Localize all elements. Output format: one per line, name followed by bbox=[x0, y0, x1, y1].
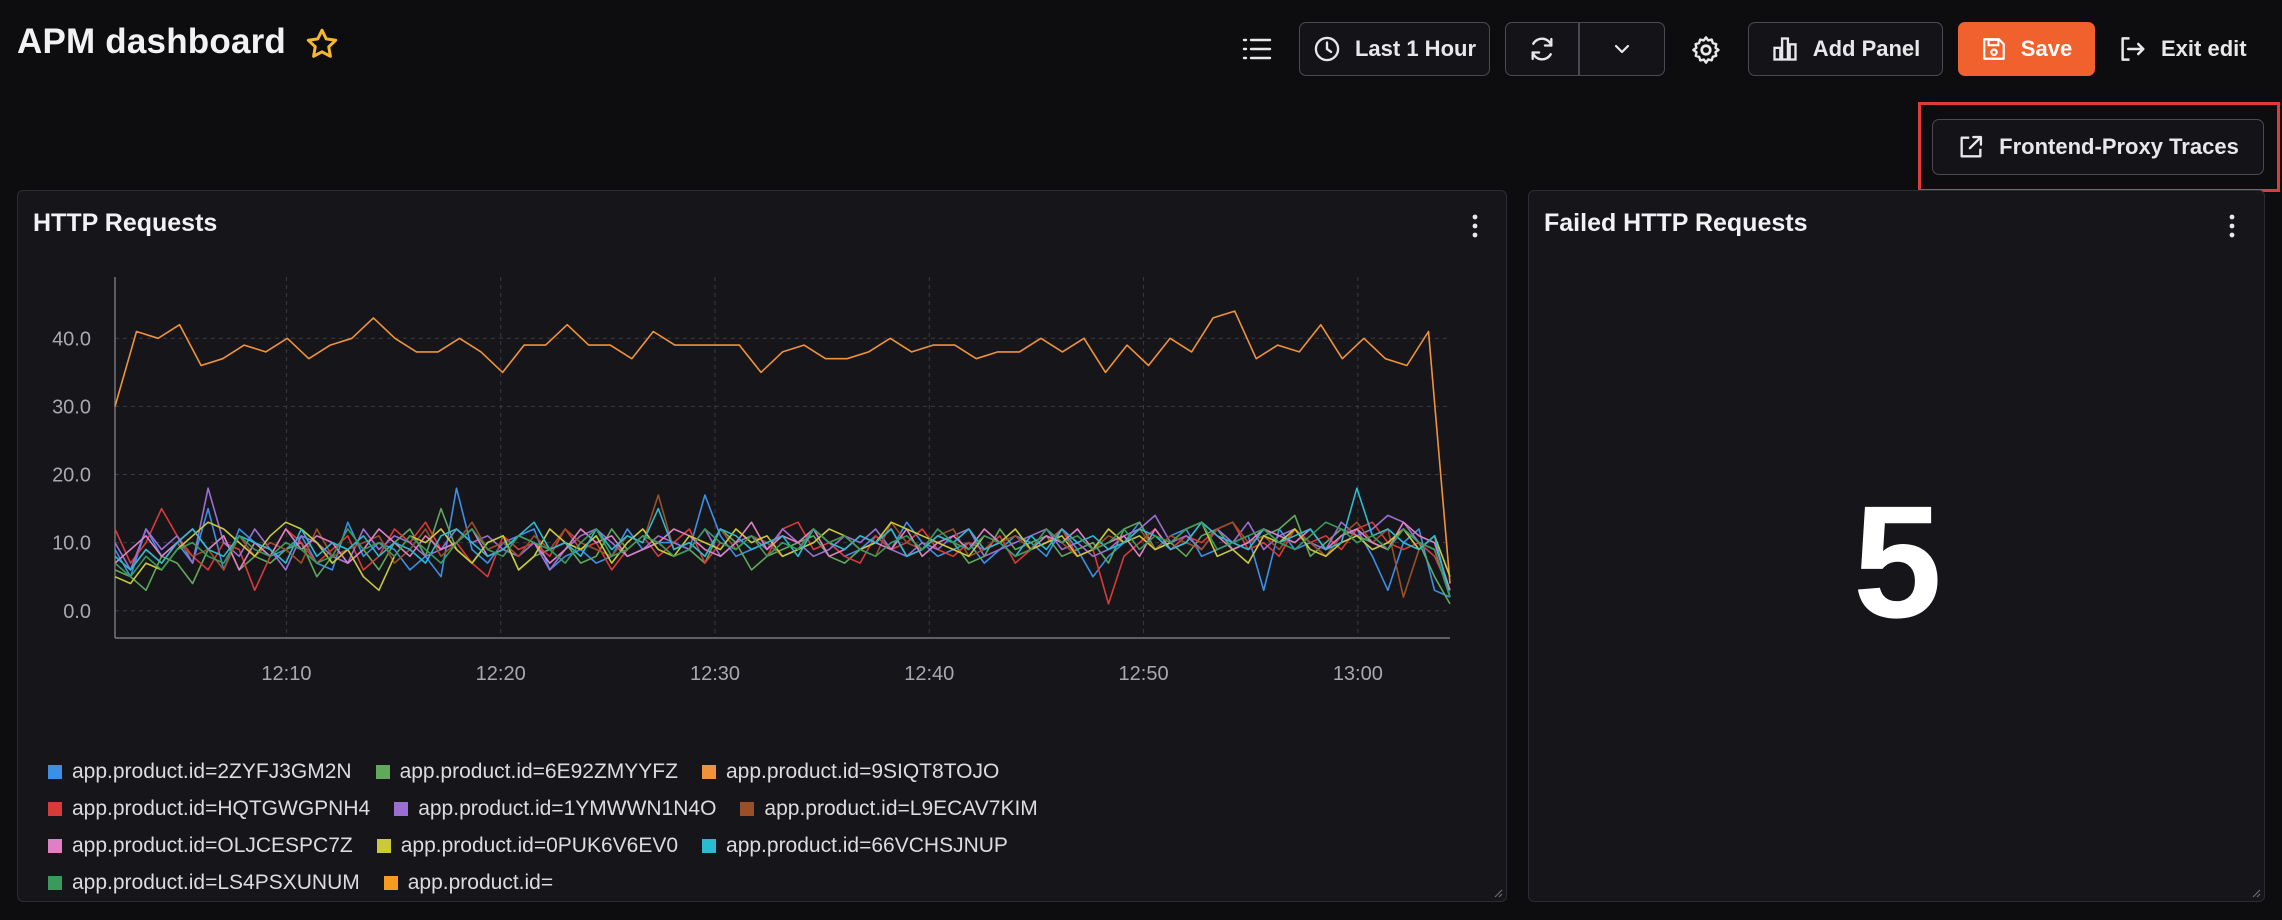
resize-handle-icon[interactable] bbox=[1493, 888, 1503, 898]
exit-edit-button[interactable]: Exit edit bbox=[2117, 22, 2247, 76]
x-tick-label: 12:40 bbox=[904, 663, 954, 685]
legend-item[interactable]: app.product.id=0PUK6V6EV0 bbox=[376, 833, 679, 858]
x-tick-label: 12:50 bbox=[1119, 663, 1169, 685]
legend-swatch bbox=[48, 875, 62, 890]
legend-item[interactable]: app.product.id=2ZYFJ3GM2N bbox=[48, 759, 352, 784]
series-line-7 bbox=[114, 521, 1451, 592]
x-tick-label: 13:00 bbox=[1333, 663, 1383, 685]
save-button[interactable]: Save bbox=[1958, 22, 2095, 76]
gear-icon[interactable] bbox=[1690, 34, 1722, 66]
legend-swatch bbox=[375, 764, 390, 779]
divider bbox=[1578, 23, 1580, 75]
legend-item[interactable]: app.product.id=1YMWWN1N4O bbox=[394, 796, 716, 821]
save-icon bbox=[1982, 38, 2005, 60]
legend-label: app.product.id=1YMWWN1N4O bbox=[418, 796, 717, 820]
http-requests-chart: 0.0 10.0 20.0 30.0 40.0 12:10 12:20 12:30 12:40 1… bbox=[52, 277, 1451, 685]
refresh-control bbox=[1505, 22, 1665, 76]
panel-title: HTTP Requests bbox=[33, 209, 218, 237]
legend-item[interactable]: app.product.id=LS4PSXUNUM bbox=[48, 870, 360, 895]
legend-swatch bbox=[701, 764, 716, 779]
save-label: Save bbox=[2020, 36, 2073, 61]
chevron-down-icon bbox=[1614, 44, 1629, 54]
refresh-button[interactable] bbox=[1506, 23, 1578, 75]
legend-item[interactable]: app.product.id=HQTGWGPNH4 bbox=[48, 796, 370, 821]
legend-label: app.product.id=OLJCESPC7Z bbox=[72, 833, 353, 857]
external-link-icon bbox=[1960, 135, 1983, 158]
resize-handle-icon[interactable] bbox=[2251, 888, 2261, 898]
legend-swatch bbox=[48, 801, 62, 816]
legend-label: app.product.id=HQTGWGPNH4 bbox=[72, 796, 371, 820]
legend-item[interactable]: app.product.id=66VCHSJNUP bbox=[702, 833, 1008, 858]
legend-label: app.product.id=L9ECAV7KIM bbox=[764, 796, 1038, 820]
series-line-5 bbox=[114, 494, 1451, 598]
add-panel-label: Add Panel bbox=[1812, 36, 1921, 61]
legend-label: app.product.id=LS4PSXUNUM bbox=[72, 870, 360, 894]
x-tick-label: 12:20 bbox=[476, 663, 526, 685]
series-line-2 bbox=[114, 310, 1451, 584]
series-line-8 bbox=[114, 487, 1451, 598]
page-title: APM dashboard bbox=[17, 22, 287, 61]
more-options-icon[interactable] bbox=[1469, 211, 1481, 241]
legend-label: app.product.id= bbox=[407, 870, 554, 894]
legend-swatch bbox=[740, 801, 755, 816]
legend-label: app.product.id=0PUK6V6EV0 bbox=[400, 833, 679, 857]
y-tick-label: 0.0 bbox=[63, 601, 91, 623]
dashboard-header: APM dashboard Last 1 Hour bbox=[0, 0, 2282, 90]
more-options-icon[interactable] bbox=[2226, 211, 2238, 241]
legend-label: app.product.id=66VCHSJNUP bbox=[726, 833, 1008, 857]
time-range-label: Last 1 Hour bbox=[1354, 36, 1477, 61]
legend-item[interactable]: app.product.id= bbox=[383, 870, 554, 895]
add-panel-button[interactable]: Add Panel bbox=[1748, 22, 1943, 76]
clock-icon bbox=[1314, 36, 1340, 62]
y-tick-label: 40.0 bbox=[52, 328, 91, 350]
frontend-proxy-traces-label: Frontend-Proxy Traces bbox=[1999, 134, 2239, 159]
legend-item[interactable]: app.product.id=OLJCESPC7Z bbox=[48, 833, 353, 858]
legend-label: app.product.id=2ZYFJ3GM2N bbox=[72, 759, 352, 783]
failed-http-requests-panel: 5 Failed HTTP Requests bbox=[1528, 190, 2265, 902]
exit-icon bbox=[2121, 37, 2145, 61]
y-tick-label: 30.0 bbox=[52, 396, 91, 418]
series-line-9 bbox=[114, 521, 1451, 598]
legend-swatch bbox=[376, 838, 391, 853]
x-tick-label: 12:30 bbox=[690, 663, 740, 685]
y-tick-label: 10.0 bbox=[52, 533, 91, 555]
legend-swatch bbox=[394, 801, 409, 816]
bar-chart-icon bbox=[1773, 37, 1797, 61]
y-tick-label: 20.0 bbox=[52, 465, 91, 487]
http-requests-panel: HTTP Requests 0.0 10.0 20.0 30.0 40.0 12:10 12… bbox=[17, 190, 1507, 902]
legend-swatch bbox=[383, 875, 398, 890]
legend-swatch bbox=[48, 838, 62, 853]
panel-title: Failed HTTP Requests bbox=[1544, 209, 1808, 237]
refresh-icon bbox=[1531, 37, 1553, 61]
legend-item[interactable]: app.product.id=9SIQT8TOJO bbox=[701, 759, 1000, 784]
legend-label: app.product.id=9SIQT8TOJO bbox=[725, 759, 1000, 783]
refresh-interval-dropdown[interactable] bbox=[1580, 23, 1665, 75]
stat-value: 5 bbox=[1853, 472, 1942, 651]
legend-swatch bbox=[48, 764, 62, 779]
frontend-proxy-traces-button[interactable]: Frontend-Proxy Traces bbox=[1932, 119, 2264, 175]
legend-item[interactable]: app.product.id=L9ECAV7KIM bbox=[740, 796, 1038, 821]
legend-swatch bbox=[702, 838, 717, 853]
x-tick-label: 12:10 bbox=[261, 663, 311, 685]
legend-item[interactable]: app.product.id=6E92ZMYYFZ bbox=[375, 759, 678, 784]
time-range-button[interactable]: Last 1 Hour bbox=[1299, 22, 1490, 76]
legend-label: app.product.id=6E92ZMYYFZ bbox=[399, 759, 678, 783]
exit-edit-label: Exit edit bbox=[2161, 36, 2247, 61]
chart-legend: app.product.id=2ZYFJ3GM2N app.product.id=… bbox=[48, 759, 1488, 895]
list-icon[interactable] bbox=[1240, 34, 1274, 64]
star-icon[interactable] bbox=[304, 26, 340, 62]
